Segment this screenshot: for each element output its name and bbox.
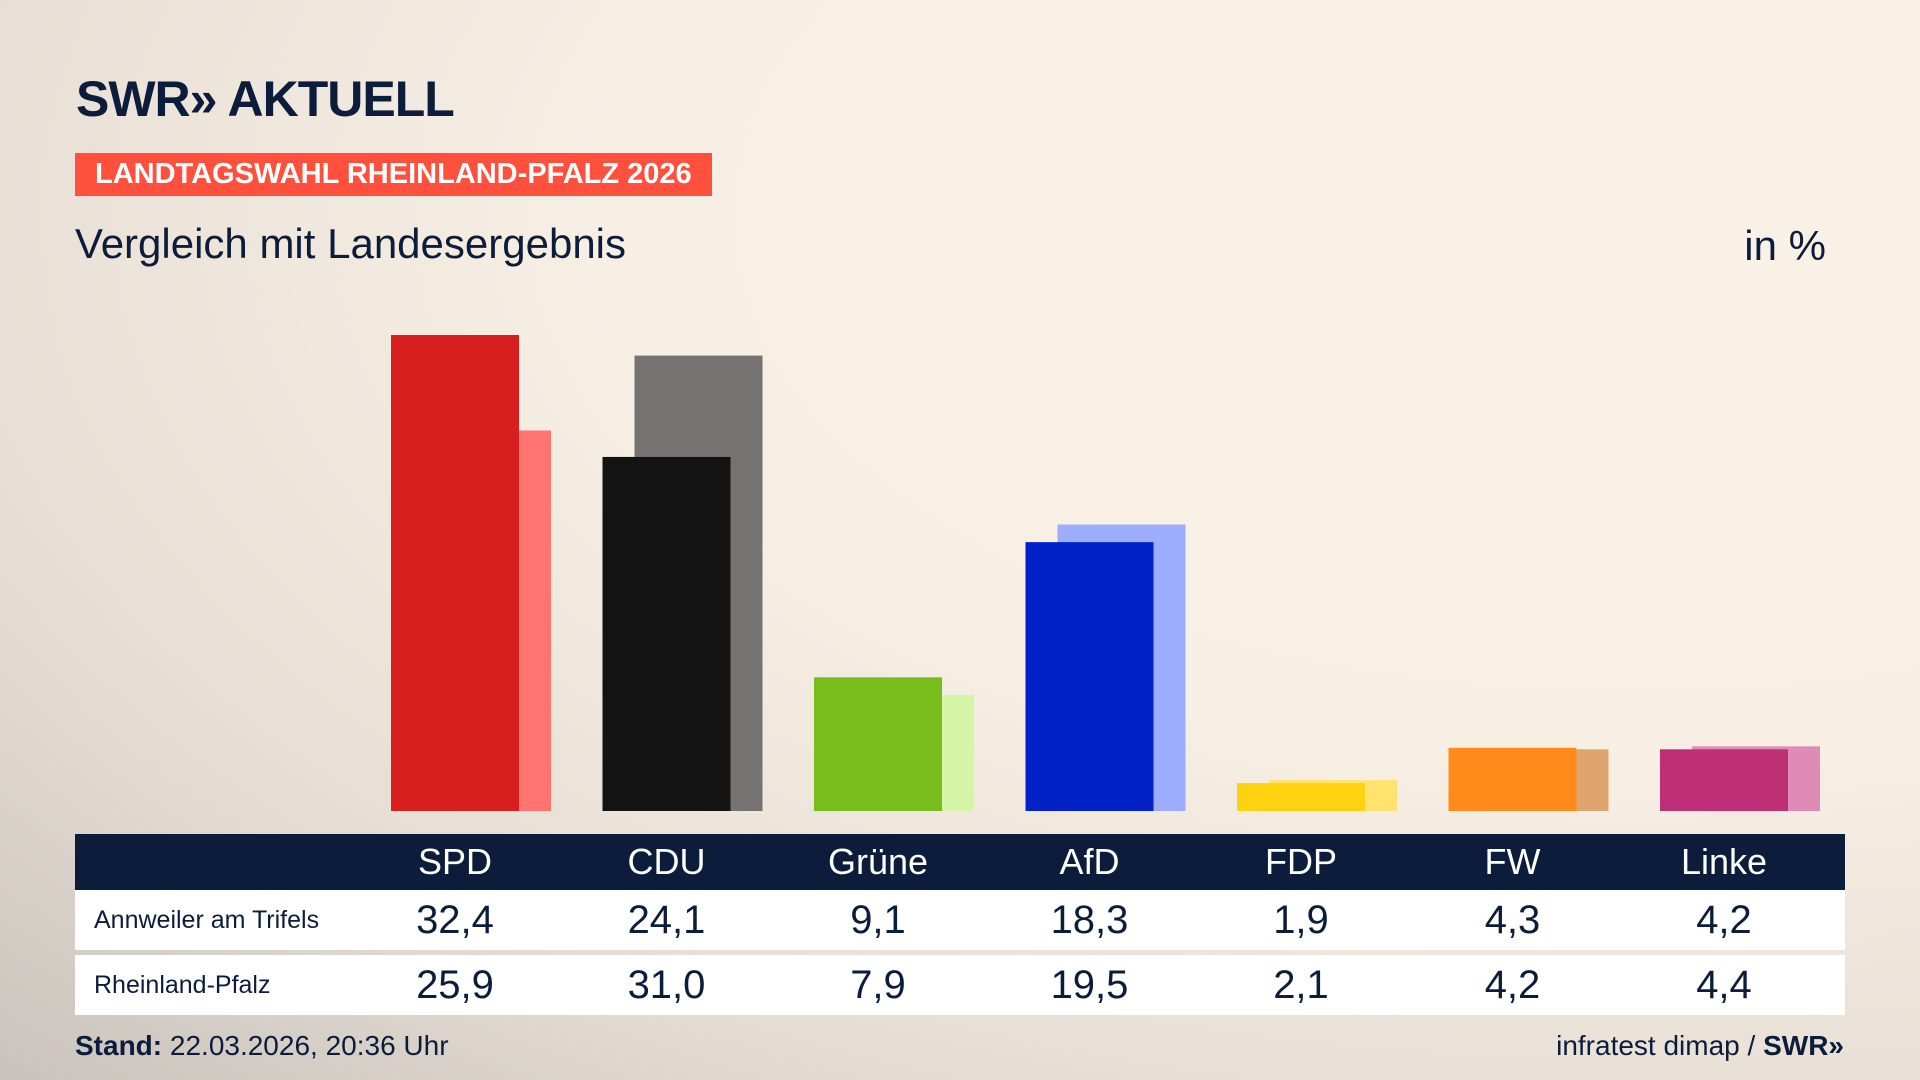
value-cell: 18,3 (1050, 898, 1129, 942)
table-row: Annweiler am Trifels 32,4 24,1 9,1 18,3 1,9 4,… (75, 890, 1845, 950)
value-cell: 4,2 (1484, 963, 1541, 1007)
value-cell: 24,1 (627, 898, 706, 942)
unit-label: in % (1744, 222, 1826, 269)
timestamp: Stand: 22.03.2026, 20:36 Uhr (75, 1030, 449, 1062)
party-label: Linke (1680, 841, 1768, 882)
bar-fdp-local (1237, 783, 1365, 811)
bar-fw-local (1448, 747, 1577, 811)
value-cell: 7,9 (850, 963, 906, 1007)
election-kicker: LANDTAGSWAHL RHEINLAND-PFALZ 2026 (75, 153, 712, 196)
bar-linke-local (1660, 749, 1788, 811)
bar-spd-local (391, 335, 519, 811)
value-cell: 31,0 (627, 963, 706, 1007)
value-cell: 4,2 (1696, 898, 1752, 942)
value-cell: 19,5 (1050, 963, 1129, 1007)
value-cell: 1,9 (1273, 898, 1329, 942)
party-label: FW (1484, 841, 1541, 882)
bar-afd-local (1025, 542, 1154, 811)
party-label: SPD (417, 841, 493, 882)
bar-cdu-local (602, 456, 731, 811)
party-label: FDP (1265, 841, 1337, 882)
table-header: SPD CDU Grüne AfD FDP FW Linke (75, 834, 1845, 890)
value-cell: 32,4 (416, 898, 494, 942)
source-text: infratest dimap / (1556, 1030, 1764, 1061)
row-label: Rheinland-Pfalz (94, 971, 271, 999)
value-cell: 4,4 (1696, 963, 1752, 1007)
value-cell: 25,9 (416, 963, 494, 1007)
party-label: Grüne (827, 841, 929, 882)
value-cell: 2,1 (1273, 963, 1329, 1007)
row-label: Annweiler am Trifels (94, 906, 320, 934)
swr-logo: SWR» (1763, 1030, 1844, 1061)
swr-aktuell-logo: SWR» AKTUELL (76, 71, 455, 127)
results-table: SPD CDU Grüne AfD FDP FW Linke Annweiler am Tr… (75, 834, 1845, 1015)
value-cell: 9,1 (850, 898, 906, 942)
chart-subtitle: Vergleich mit Landesergebnis (75, 220, 627, 267)
party-label: AfD (1059, 841, 1120, 882)
stand-label: Stand: (75, 1030, 163, 1061)
party-label: CDU (627, 841, 706, 882)
bar-grüne-local (814, 677, 942, 811)
source: infratest dimap / SWR» (1556, 1030, 1844, 1062)
value-cell: 4,3 (1484, 898, 1541, 942)
table-row: Rheinland-Pfalz 25,9 31,0 7,9 19,5 2,1 4,2 4,4 (75, 955, 1845, 1015)
stand-value: 22.03.2026, 20:36 Uhr (162, 1030, 449, 1061)
